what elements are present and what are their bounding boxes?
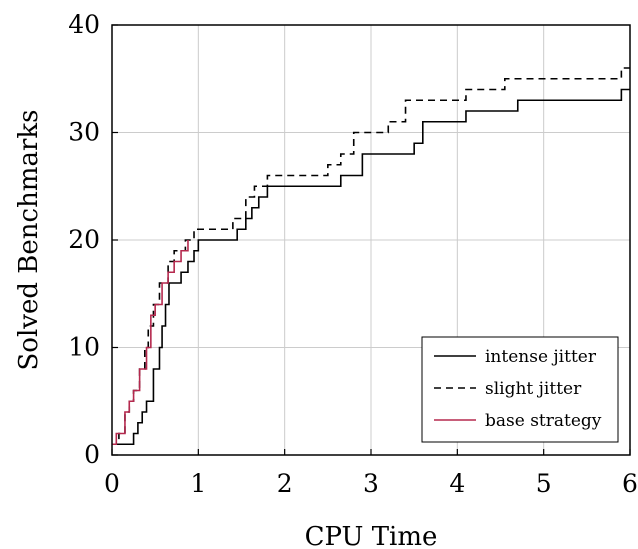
legend-label: intense jitter xyxy=(485,347,597,367)
x-axis-title: CPU Time xyxy=(305,522,438,549)
legend-label: slight jitter xyxy=(485,379,582,399)
legend-box xyxy=(421,336,619,443)
x-tick-label: 3 xyxy=(363,469,379,498)
x-tick-label: 5 xyxy=(536,469,552,498)
legend: intense jitter slight jitter base strategy xyxy=(421,336,619,443)
y-tick-label: 30 xyxy=(68,118,100,147)
x-tick-label: 1 xyxy=(190,469,206,498)
y-axis-title: Solved Benchmarks xyxy=(14,110,44,371)
legend-label: base strategy xyxy=(485,411,602,431)
y-tick-label: 20 xyxy=(68,225,100,254)
y-tick-label: 0 xyxy=(84,440,100,469)
x-tick-label: 0 xyxy=(104,469,120,498)
tick-marks xyxy=(111,24,631,456)
series-line-base-strategy xyxy=(112,240,189,446)
y-tick-label: 10 xyxy=(68,333,100,362)
series-line-intense-jitter xyxy=(112,88,630,446)
y-tick-label: 40 xyxy=(68,10,100,39)
x-tick-label: 2 xyxy=(277,469,293,498)
x-tick-label: 4 xyxy=(449,469,465,498)
series-layer xyxy=(112,67,630,446)
x-tick-label: 6 xyxy=(622,469,638,498)
tick-labels: 0 1 2 3 4 5 6 0 10 20 30 40 xyxy=(68,10,638,498)
